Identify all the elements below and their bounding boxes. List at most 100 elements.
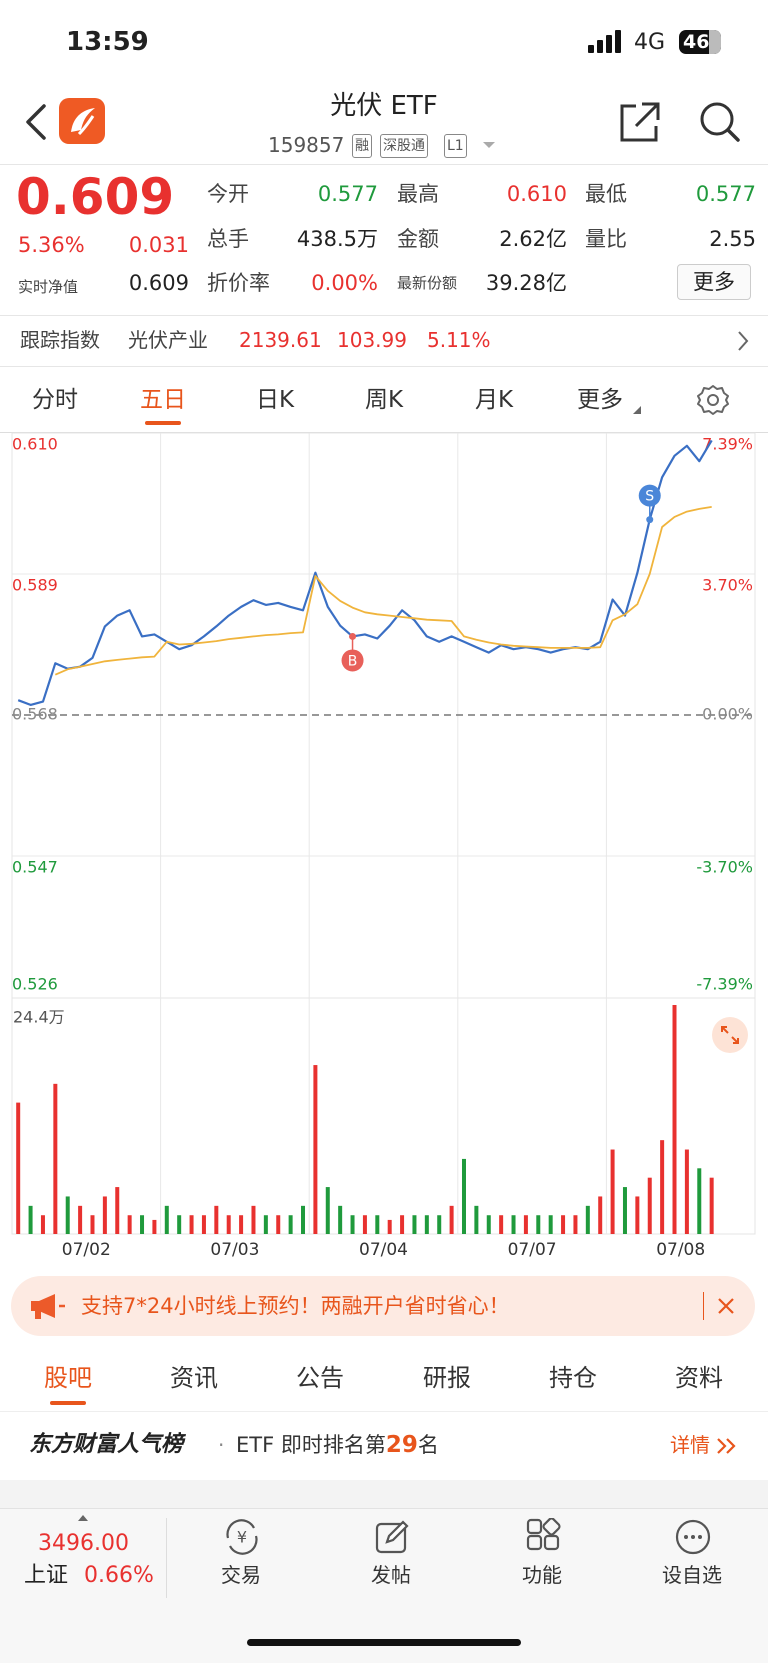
expand-button[interactable]: [712, 1017, 748, 1053]
y-tick-label: 0.568: [12, 705, 58, 724]
more-button[interactable]: 更多: [677, 264, 751, 300]
svg-text:¥: ¥: [237, 1528, 247, 1547]
volume-bar: [499, 1215, 504, 1234]
volume-bar: [647, 1177, 652, 1234]
chart-tab[interactable]: 五日: [140, 387, 186, 413]
y2-tick-label: 7.39%: [702, 435, 753, 454]
chevron[interactable]: [736, 330, 750, 352]
plot-frame: [11, 432, 756, 1235]
volume-bar: [424, 1215, 429, 1234]
dropdown[interactable]: [482, 140, 496, 150]
volume-tick-label: 24.4万: [13, 1008, 65, 1027]
volume-bar: [189, 1215, 194, 1234]
trade-icon: ¥: [226, 1519, 258, 1555]
chart-tab[interactable]: 月K: [474, 387, 514, 413]
banner[interactable]: 支持7*24小时线上预约！两融开户省时省心！: [11, 1276, 755, 1336]
ranking-link[interactable]: 详情: [670, 1433, 710, 1457]
section-tab[interactable]: 公告: [296, 1364, 344, 1392]
change-pct: 5.36%: [18, 233, 85, 257]
y-tick-label: 0.610: [12, 435, 58, 454]
bottom-item[interactable]: 交易: [221, 1563, 261, 1587]
tag: 融: [352, 134, 372, 158]
section-tab[interactable]: 股吧: [44, 1364, 92, 1392]
y-tick-label: 0.547: [12, 858, 58, 877]
field-label: 最低: [585, 182, 627, 206]
trade-label: S: [645, 489, 654, 505]
volume-bar: [177, 1215, 182, 1234]
close-button[interactable]: [717, 1297, 735, 1315]
y-tick-label: 0.589: [12, 576, 58, 595]
volume-bar: [239, 1215, 244, 1234]
volume-bar: [115, 1187, 120, 1234]
separator: [166, 1518, 167, 1598]
volume-bar: [214, 1205, 219, 1234]
chart-tab[interactable]: 更多: [577, 387, 623, 413]
volume-bar: [251, 1205, 256, 1234]
back-button[interactable]: [24, 104, 50, 140]
volume-bar: [684, 1149, 689, 1234]
bottom-item[interactable]: 发帖: [371, 1563, 411, 1587]
settings-button[interactable]: [697, 384, 729, 416]
field-value: 2.55: [709, 227, 756, 251]
section-tab[interactable]: 持仓: [549, 1364, 597, 1392]
code: 159857: [268, 133, 345, 157]
volume-bar: [65, 1196, 70, 1234]
home-indicator: [247, 1639, 521, 1646]
divider: [0, 1411, 768, 1412]
chart-tab[interactable]: 周K: [364, 387, 404, 413]
battery: 46: [679, 30, 721, 54]
tag: L1: [444, 134, 467, 158]
field-label: 金额: [397, 227, 439, 251]
up-arrow: [78, 1515, 88, 1521]
chart-tab[interactable]: 日K: [255, 387, 295, 413]
bottom-item[interactable]: 功能: [522, 1563, 562, 1587]
volume-bar: [449, 1205, 454, 1234]
volume-bar: [486, 1215, 491, 1234]
field-label: 今开: [207, 182, 249, 206]
field-value: 438.5万: [296, 227, 378, 251]
y2-tick-label: 3.70%: [702, 575, 753, 594]
volume-bar: [28, 1205, 33, 1234]
bottom-index-pct[interactable]: 0.66%: [84, 1563, 154, 1588]
share-button[interactable]: [618, 100, 662, 144]
volume-bar: [622, 1187, 627, 1234]
trade-label: B: [348, 653, 358, 669]
section-tab[interactable]: 研报: [423, 1364, 471, 1392]
volume-bar: [164, 1205, 169, 1234]
volume-bar: [400, 1215, 405, 1234]
bottom-index-name[interactable]: 上证: [24, 1563, 69, 1588]
network: 4G: [634, 30, 666, 55]
y-tick-label: 0.526: [12, 975, 58, 994]
volume-bar: [201, 1215, 206, 1234]
tab-underline: [145, 421, 181, 425]
ranking-suffix: 名: [417, 1433, 439, 1457]
volume-bar: [53, 1083, 58, 1234]
divider: [0, 164, 768, 165]
volume-bar: [561, 1215, 566, 1234]
volume-bar: [127, 1215, 132, 1234]
rank: 29: [385, 1432, 418, 1458]
section-tab[interactable]: 资讯: [170, 1364, 218, 1392]
tab-underline: [50, 1401, 86, 1405]
field-label: 量比: [585, 227, 627, 251]
volume-bar: [263, 1215, 268, 1234]
index-label: 跟踪指数: [20, 328, 100, 352]
volume-bar: [152, 1219, 157, 1234]
chart-tab[interactable]: 分时: [32, 387, 78, 413]
section-tab[interactable]: 资料: [675, 1364, 723, 1392]
volume-bar: [536, 1215, 541, 1234]
volume-bar: [585, 1205, 590, 1234]
series-line: [17, 439, 713, 706]
search-button[interactable]: [698, 100, 742, 144]
volume-bar: [362, 1215, 367, 1234]
bottom-item[interactable]: 设自选: [662, 1563, 722, 1587]
bottom-index-value[interactable]: 3496.00: [38, 1531, 129, 1556]
watchlist-icon: [675, 1519, 711, 1555]
x-tick-label: 07/02: [62, 1240, 111, 1260]
volume-bar: [325, 1187, 330, 1234]
status-time: 13:59: [66, 27, 149, 57]
volume-bar: [78, 1205, 83, 1234]
volume-bar: [598, 1196, 603, 1234]
y2-tick-label: -7.39%: [696, 975, 753, 994]
